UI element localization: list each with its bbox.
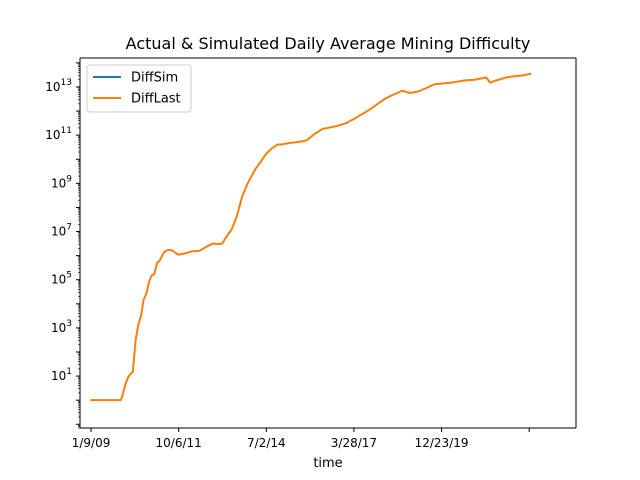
y-tick-base: 10	[51, 273, 66, 287]
x-tick-label: 12/23/19	[415, 436, 469, 450]
y-tick-label: 109	[51, 174, 72, 190]
series-layer	[90, 72, 532, 402]
x-tick-label: 10/6/11	[156, 436, 202, 450]
y-tick-base: 10	[51, 176, 66, 190]
x-axis-ticks: 1/9/09 10/6/11 7/2/14 3/28/17 12/23/19	[72, 428, 530, 450]
y-tick-exponent: 11	[61, 126, 72, 136]
y-tick-label: 1011	[45, 126, 72, 142]
y-tick-base: 10	[51, 225, 66, 239]
plot-area	[80, 58, 576, 428]
y-tick-exponent: 5	[66, 271, 72, 281]
y-tick-base: 10	[51, 369, 66, 383]
y-tick-exponent: 3	[66, 319, 72, 329]
y-tick-exponent: 13	[61, 78, 72, 88]
x-tick-label: 3/28/17	[331, 436, 377, 450]
x-axis-label: time	[313, 456, 342, 471]
y-tick-exponent: 9	[66, 174, 72, 184]
y-tick-base: 10	[45, 80, 60, 94]
legend-label-difflast: DiffLast	[131, 92, 181, 107]
series-line-difflast	[90, 72, 532, 402]
x-tick-label: 7/2/14	[247, 436, 286, 450]
y-tick-base: 10	[45, 128, 60, 142]
axes-layer	[79, 57, 577, 429]
y-tick-exponent: 1	[66, 367, 72, 377]
y-tick-label: 1013	[45, 78, 72, 94]
y-tick-base: 10	[51, 321, 66, 335]
y-tick-label: 107	[51, 223, 72, 239]
x-tick-label: 1/9/09	[72, 436, 111, 450]
chart-title: Actual & Simulated Daily Average Mining …	[126, 34, 531, 53]
legend-label-diffsim: DiffSim	[131, 71, 178, 86]
legend: DiffSim DiffLast	[86, 64, 192, 113]
y-tick-exponent: 7	[66, 223, 72, 233]
y-tick-label: 103	[51, 319, 72, 335]
y-tick-label: 105	[51, 271, 72, 287]
y-tick-label: 101	[51, 367, 72, 383]
